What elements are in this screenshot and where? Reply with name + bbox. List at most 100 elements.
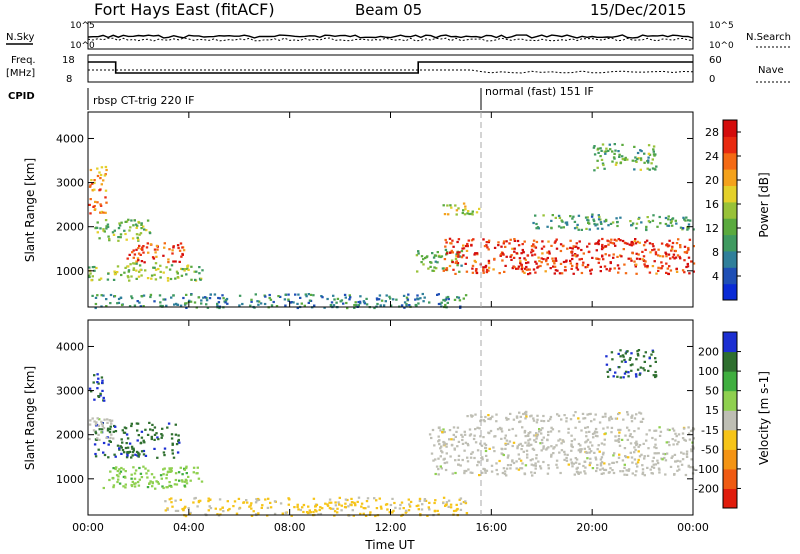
power-echo-cell [461, 247, 464, 250]
velocity-echo-cell [108, 478, 111, 482]
velocity-echo-cell [252, 510, 255, 513]
velocity-echo-cell [450, 444, 454, 447]
velocity-echo-cell [185, 467, 188, 470]
velocity-echo-cell [608, 368, 612, 371]
velocity-echo-cell [364, 507, 367, 510]
power-echo-cell [471, 271, 475, 274]
power-echo-cell [102, 228, 105, 231]
velocity-echo-cell [583, 447, 586, 450]
velocity-echo-cell [109, 440, 112, 443]
power-echo-cell [406, 298, 410, 301]
power-echo-cell [503, 270, 506, 273]
velocity-echo-cell [328, 501, 331, 504]
velocity-echo-cell [589, 441, 592, 444]
power-echo-cell [140, 260, 144, 263]
power-echo-cell [174, 260, 177, 263]
velocity-echo-cell [495, 420, 498, 423]
power-echo-cell [107, 235, 110, 238]
velocity-echo-cell [312, 497, 316, 500]
power-echo-cell [182, 249, 186, 252]
power-echo-cell [612, 156, 616, 159]
power-echo-cell [679, 226, 683, 229]
power-echo-cell [635, 263, 638, 266]
velocity-echo-cell [593, 451, 596, 454]
power-echo-cell [123, 271, 126, 274]
velocity-echo-cell [683, 438, 686, 441]
velocity-echo-cell [96, 437, 99, 440]
power-echo-cell [511, 247, 514, 250]
power-echo-cell [312, 294, 315, 297]
colorbar-swatch [723, 120, 737, 137]
velocity-echo-cell [569, 418, 573, 421]
velocity-echo-cell [532, 448, 536, 451]
power-echo-cell [553, 262, 556, 265]
power-echo-cell [596, 227, 600, 230]
velocity-echo-cell [469, 433, 473, 436]
velocity-echo-cell [107, 443, 110, 446]
power-echo-cell [137, 275, 141, 278]
velocity-echo-cell [91, 417, 94, 420]
power-echo-cell [139, 232, 143, 235]
power-echo-cell [577, 214, 581, 217]
velocity-echo-cell [685, 455, 689, 458]
velocity-echo-cell [160, 433, 163, 436]
velocity-echo-cell [287, 503, 290, 506]
power-echo-cell [145, 229, 148, 232]
velocity-echo-cell [534, 440, 538, 443]
power-echo-cell [570, 267, 573, 270]
power-echo-cell [611, 221, 615, 224]
velocity-echo-cell [134, 453, 137, 456]
velocity-echo-cell [144, 467, 147, 470]
power-echo-cell [422, 263, 425, 266]
power-echo-cell [668, 265, 671, 268]
y-tick-label: 4000 [56, 132, 84, 145]
velocity-echo-cell [630, 456, 634, 459]
power-echo-cell [586, 216, 589, 219]
power-echo-cell [633, 145, 636, 148]
velocity-echo-cell [585, 431, 588, 434]
velocity-echo-cell [626, 413, 630, 416]
power-echo-cell [637, 217, 640, 220]
power-echo-cell [455, 209, 459, 212]
power-echo-cell [580, 271, 584, 275]
power-echo-cell [639, 158, 643, 162]
velocity-echo-cell [577, 417, 580, 420]
velocity-echo-cell [109, 436, 112, 439]
power-echo-cell [613, 143, 616, 146]
power-echo-cell [634, 242, 638, 245]
power-echo-cell [610, 238, 613, 241]
power-echo-cell [684, 219, 687, 222]
velocity-echo-cell [96, 387, 99, 390]
velocity-echo-cell [582, 417, 585, 420]
velocity-echo-cell [174, 478, 178, 482]
power-echo-cell [125, 238, 128, 241]
velocity-echo-cell [192, 501, 195, 504]
velocity-echo-cell [97, 377, 100, 380]
power-echo-cell [678, 255, 681, 258]
velocity-echo-cell [139, 442, 142, 445]
power-echo-cell [601, 227, 604, 230]
power-echo-cell [173, 303, 176, 306]
power-echo-cell [128, 305, 132, 308]
y-tick-label: 2000 [56, 429, 84, 442]
velocity-echo-cell [160, 436, 163, 439]
power-echo-cell [446, 301, 449, 304]
velocity-echo-cell [340, 504, 343, 507]
power-echo-cell [598, 258, 601, 261]
power-echo-cell [646, 216, 649, 219]
velocity-echo-cell [474, 428, 477, 431]
velocity-echo-cell [93, 443, 97, 446]
power-echo-cell [560, 219, 563, 222]
power-echo-cell [599, 221, 603, 224]
power-echo-cell [669, 257, 672, 260]
velocity-echo-cell [449, 455, 452, 458]
velocity-echo-cell [122, 431, 126, 434]
power-echo-cell [566, 247, 569, 250]
velocity-echo-cell [480, 457, 483, 460]
power-echo-cell [623, 158, 627, 161]
velocity-echo-cell [567, 463, 570, 466]
beam-label: Beam 05 [355, 1, 422, 19]
power-echo-cell [659, 222, 662, 225]
power-echo-cell [117, 297, 121, 301]
velocity-echo-cell [126, 446, 130, 449]
